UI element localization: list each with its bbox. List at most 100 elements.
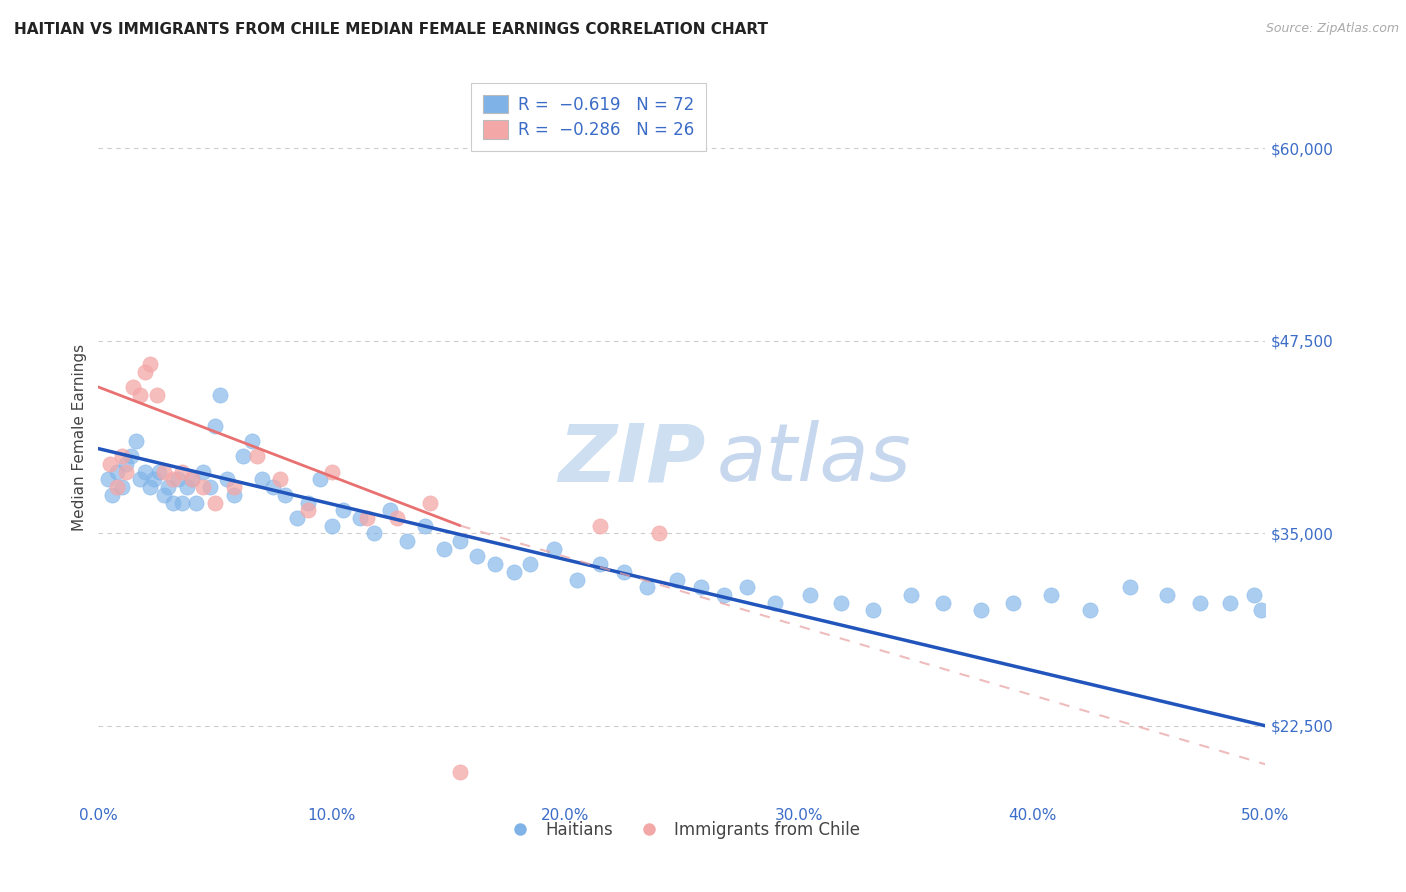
Text: Source: ZipAtlas.com: Source: ZipAtlas.com	[1265, 22, 1399, 36]
Point	[1080, 603, 1102, 617]
Point	[689, 580, 711, 594]
Point	[1039, 588, 1062, 602]
Point	[862, 603, 884, 617]
Point	[395, 534, 418, 549]
Point	[449, 764, 471, 779]
Point	[735, 580, 758, 594]
Text: ZIP: ZIP	[558, 420, 706, 498]
Point	[565, 573, 588, 587]
Point	[180, 472, 202, 486]
Point	[413, 518, 436, 533]
Point	[419, 495, 441, 509]
Point	[172, 495, 194, 509]
Point	[152, 488, 174, 502]
Point	[200, 480, 222, 494]
Point	[274, 488, 297, 502]
Point	[115, 465, 138, 479]
Point	[193, 465, 215, 479]
Point	[157, 480, 180, 494]
Point	[162, 472, 184, 486]
Point	[763, 596, 786, 610]
Point	[647, 526, 669, 541]
Text: atlas: atlas	[717, 420, 911, 498]
Point	[830, 596, 852, 610]
Point	[932, 596, 955, 610]
Point	[180, 472, 202, 486]
Point	[349, 511, 371, 525]
Point	[215, 472, 238, 486]
Point	[297, 495, 319, 509]
Point	[385, 511, 408, 525]
Point	[363, 526, 385, 541]
Point	[134, 465, 156, 479]
Point	[285, 511, 308, 525]
Point	[502, 565, 524, 579]
Point	[152, 465, 174, 479]
Point	[98, 457, 121, 471]
Point	[1002, 596, 1025, 610]
Point	[1119, 580, 1142, 594]
Point	[246, 450, 269, 464]
Point	[139, 357, 162, 371]
Point	[1189, 596, 1212, 610]
Point	[222, 480, 245, 494]
Point	[143, 472, 166, 486]
Point	[269, 472, 291, 486]
Text: HAITIAN VS IMMIGRANTS FROM CHILE MEDIAN FEMALE EARNINGS CORRELATION CHART: HAITIAN VS IMMIGRANTS FROM CHILE MEDIAN …	[14, 22, 768, 37]
Y-axis label: Median Female Earnings: Median Female Earnings	[72, 343, 87, 531]
Point	[1219, 596, 1241, 610]
Point	[111, 450, 134, 464]
Point	[204, 495, 226, 509]
Point	[433, 541, 456, 556]
Point	[193, 480, 215, 494]
Point	[1243, 588, 1265, 602]
Point	[222, 488, 245, 502]
Point	[465, 549, 488, 564]
Point	[120, 450, 142, 464]
Point	[122, 380, 145, 394]
Point	[242, 434, 264, 448]
Point	[148, 465, 170, 479]
Point	[321, 518, 343, 533]
Point	[713, 588, 735, 602]
Point	[262, 480, 284, 494]
Point	[176, 480, 198, 494]
Point	[162, 495, 184, 509]
Point	[543, 541, 565, 556]
Point	[115, 457, 138, 471]
Point	[799, 588, 821, 602]
Point	[636, 580, 658, 594]
Point	[321, 465, 343, 479]
Point	[666, 573, 689, 587]
Point	[969, 603, 991, 617]
Point	[356, 511, 378, 525]
Point	[129, 388, 152, 402]
Point	[519, 557, 541, 571]
Point	[204, 418, 226, 433]
Point	[166, 472, 188, 486]
Point	[129, 472, 152, 486]
Point	[900, 588, 922, 602]
Point	[613, 565, 636, 579]
Point	[250, 472, 273, 486]
Point	[232, 450, 254, 464]
Point	[380, 503, 402, 517]
Point	[97, 472, 120, 486]
Point	[589, 518, 612, 533]
Point	[139, 480, 162, 494]
Point	[589, 557, 612, 571]
Point	[449, 534, 471, 549]
Point	[105, 465, 128, 479]
Point	[332, 503, 354, 517]
Point	[208, 388, 231, 402]
Point	[146, 388, 169, 402]
Point	[1250, 603, 1272, 617]
Point	[186, 495, 208, 509]
Point	[172, 465, 194, 479]
Point	[105, 480, 128, 494]
Point	[134, 365, 156, 379]
Point	[297, 503, 319, 517]
Point	[1156, 588, 1178, 602]
Point	[125, 434, 148, 448]
Legend: Haitians, Immigrants from Chile: Haitians, Immigrants from Chile	[496, 814, 868, 846]
